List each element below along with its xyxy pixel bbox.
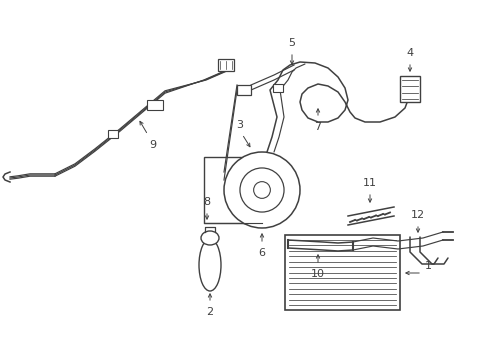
Bar bbox=[237, 85, 250, 95]
Text: 9: 9 bbox=[149, 140, 156, 150]
Text: 10: 10 bbox=[310, 269, 325, 279]
Text: 3: 3 bbox=[236, 120, 243, 130]
Text: 11: 11 bbox=[362, 178, 376, 188]
Bar bbox=[147, 100, 163, 110]
Bar bbox=[399, 76, 419, 102]
Ellipse shape bbox=[199, 239, 221, 291]
Text: 4: 4 bbox=[406, 48, 413, 58]
Bar bbox=[218, 59, 234, 71]
Circle shape bbox=[224, 152, 299, 228]
Text: 2: 2 bbox=[206, 307, 213, 317]
Bar bbox=[272, 84, 283, 92]
Text: 8: 8 bbox=[203, 197, 210, 207]
Ellipse shape bbox=[201, 231, 219, 245]
Text: 12: 12 bbox=[410, 210, 424, 220]
Text: 6: 6 bbox=[258, 248, 265, 258]
Text: 1: 1 bbox=[424, 261, 431, 271]
Text: 5: 5 bbox=[288, 38, 295, 48]
Circle shape bbox=[240, 168, 284, 212]
Bar bbox=[108, 130, 118, 138]
Text: 7: 7 bbox=[314, 122, 321, 132]
Bar bbox=[203, 157, 262, 223]
Bar bbox=[285, 235, 399, 310]
Circle shape bbox=[253, 182, 270, 198]
